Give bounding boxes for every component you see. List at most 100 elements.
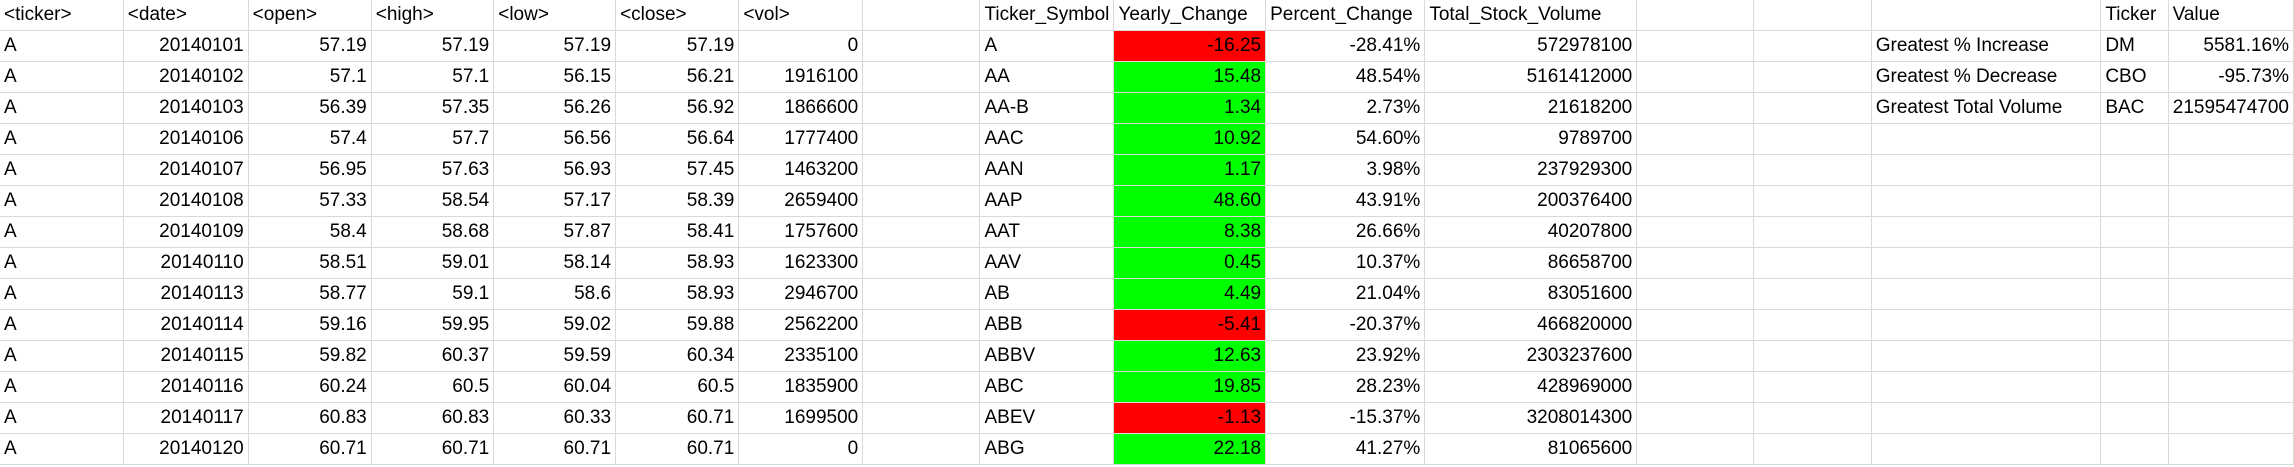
raw-vol-cell[interactable]: 1463200 [738, 154, 864, 186]
empty-cell[interactable] [862, 154, 981, 186]
greatest-ticker-header[interactable]: Ticker [2100, 0, 2169, 31]
yearly-change-cell[interactable]: 22.18 [1113, 433, 1267, 465]
raw-open-cell[interactable]: 56.95 [248, 154, 372, 186]
raw-high-cell[interactable]: 60.5 [371, 371, 495, 403]
raw-low-cell[interactable]: 56.93 [493, 154, 617, 186]
ticker-symbol-cell[interactable]: AAC [979, 123, 1115, 155]
raw-date-cell[interactable]: 20140107 [123, 154, 249, 186]
empty-cell[interactable] [1636, 154, 1755, 186]
empty-cell[interactable] [1636, 402, 1755, 434]
empty-cell[interactable] [1753, 278, 1872, 310]
empty-cell[interactable] [862, 433, 981, 465]
raw-low-cell[interactable]: 56.15 [493, 61, 617, 93]
total-volume-cell[interactable]: 2303237600 [1424, 340, 1638, 372]
raw-date-cell[interactable]: 20140106 [123, 123, 249, 155]
percent-change-cell[interactable]: 21.04% [1265, 278, 1426, 310]
percent-change-cell[interactable]: 26.66% [1265, 216, 1426, 248]
empty-cell[interactable] [1753, 216, 1872, 248]
raw-low-cell[interactable]: 57.17 [493, 185, 617, 217]
greatest-label-cell[interactable]: Greatest % Decrease [1871, 61, 2102, 93]
raw-open-cell[interactable]: 58.4 [248, 216, 372, 248]
percent-change-cell[interactable]: 43.91% [1265, 185, 1426, 217]
raw-low-cell[interactable]: 57.19 [493, 30, 617, 62]
raw-date-cell[interactable]: 20140117 [123, 402, 249, 434]
yearly-change-cell[interactable]: 12.63 [1113, 340, 1267, 372]
empty-cell[interactable] [1753, 247, 1872, 279]
raw-date-cell[interactable]: 20140101 [123, 30, 249, 62]
summary-header-cell[interactable]: Yearly_Change [1113, 0, 1267, 31]
raw-header-cell[interactable]: <close> [615, 0, 740, 31]
percent-change-cell[interactable]: -28.41% [1265, 30, 1426, 62]
raw-header-cell[interactable]: <high> [371, 0, 495, 31]
empty-cell[interactable] [862, 247, 981, 279]
raw-date-cell[interactable]: 20140120 [123, 433, 249, 465]
raw-ticker-cell[interactable]: A [0, 61, 124, 93]
raw-date-cell[interactable]: 20140114 [123, 309, 249, 341]
ticker-symbol-cell[interactable]: AAV [979, 247, 1115, 279]
percent-change-cell[interactable]: 2.73% [1265, 92, 1426, 124]
empty-cell[interactable] [2168, 247, 2294, 279]
empty-cell[interactable] [1636, 123, 1755, 155]
empty-cell[interactable] [1753, 61, 1872, 93]
yearly-change-cell[interactable]: 1.34 [1113, 92, 1267, 124]
raw-low-cell[interactable]: 56.56 [493, 123, 617, 155]
empty-cell[interactable] [2168, 309, 2294, 341]
raw-open-cell[interactable]: 57.4 [248, 123, 372, 155]
empty-cell[interactable] [862, 340, 981, 372]
yearly-change-cell[interactable]: 19.85 [1113, 371, 1267, 403]
empty-cell[interactable] [2100, 340, 2169, 372]
raw-ticker-cell[interactable]: A [0, 340, 124, 372]
raw-low-cell[interactable]: 60.33 [493, 402, 617, 434]
raw-high-cell[interactable]: 57.63 [371, 154, 495, 186]
raw-high-cell[interactable]: 58.68 [371, 216, 495, 248]
empty-cell[interactable] [1871, 433, 2102, 465]
raw-close-cell[interactable]: 58.41 [615, 216, 740, 248]
raw-close-cell[interactable]: 59.88 [615, 309, 740, 341]
empty-cell[interactable] [1871, 309, 2102, 341]
empty-cell[interactable] [2168, 216, 2294, 248]
raw-date-cell[interactable]: 20140116 [123, 371, 249, 403]
raw-open-cell[interactable]: 59.16 [248, 309, 372, 341]
empty-cell[interactable] [1753, 371, 1872, 403]
raw-ticker-cell[interactable]: A [0, 278, 124, 310]
empty-cell[interactable] [2100, 433, 2169, 465]
percent-change-cell[interactable]: 23.92% [1265, 340, 1426, 372]
raw-ticker-cell[interactable]: A [0, 216, 124, 248]
empty-cell[interactable] [1753, 30, 1872, 62]
raw-close-cell[interactable]: 56.92 [615, 92, 740, 124]
raw-ticker-cell[interactable]: A [0, 92, 124, 124]
empty-cell[interactable] [1636, 30, 1755, 62]
raw-close-cell[interactable]: 58.39 [615, 185, 740, 217]
empty-cell[interactable] [2100, 309, 2169, 341]
raw-vol-cell[interactable]: 2335100 [738, 340, 864, 372]
empty-cell[interactable] [1636, 309, 1755, 341]
raw-date-cell[interactable]: 20140102 [123, 61, 249, 93]
raw-close-cell[interactable]: 57.45 [615, 154, 740, 186]
empty-cell[interactable] [1871, 216, 2102, 248]
empty-cell[interactable] [2168, 371, 2294, 403]
empty-cell[interactable] [1753, 123, 1872, 155]
raw-date-cell[interactable]: 20140108 [123, 185, 249, 217]
ticker-symbol-cell[interactable]: AAP [979, 185, 1115, 217]
raw-vol-cell[interactable]: 2562200 [738, 309, 864, 341]
raw-high-cell[interactable]: 57.1 [371, 61, 495, 93]
raw-open-cell[interactable]: 60.24 [248, 371, 372, 403]
empty-cell[interactable] [1753, 402, 1872, 434]
empty-cell[interactable] [862, 309, 981, 341]
ticker-symbol-cell[interactable]: AA-B [979, 92, 1115, 124]
raw-open-cell[interactable]: 57.1 [248, 61, 372, 93]
raw-vol-cell[interactable]: 1699500 [738, 402, 864, 434]
raw-low-cell[interactable]: 59.59 [493, 340, 617, 372]
empty-cell[interactable] [2100, 247, 2169, 279]
raw-vol-cell[interactable]: 0 [738, 30, 864, 62]
empty-cell[interactable] [2100, 278, 2169, 310]
percent-change-cell[interactable]: 28.23% [1265, 371, 1426, 403]
total-volume-cell[interactable]: 5161412000 [1424, 61, 1638, 93]
total-volume-cell[interactable]: 572978100 [1424, 30, 1638, 62]
yearly-change-cell[interactable]: 0.45 [1113, 247, 1267, 279]
greatest-label-cell[interactable]: Greatest % Increase [1871, 30, 2102, 62]
empty-cell[interactable] [1871, 247, 2102, 279]
percent-change-cell[interactable]: 48.54% [1265, 61, 1426, 93]
raw-open-cell[interactable]: 59.82 [248, 340, 372, 372]
percent-change-cell[interactable]: 3.98% [1265, 154, 1426, 186]
